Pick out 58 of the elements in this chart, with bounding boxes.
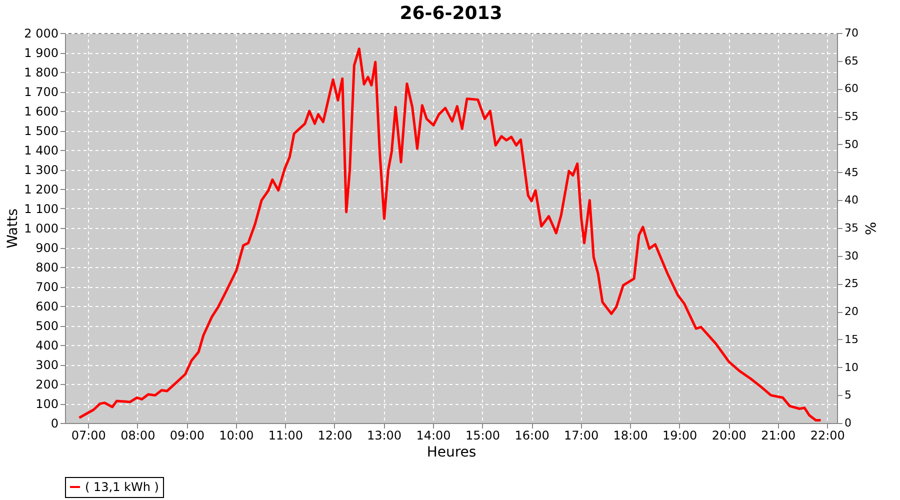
y-tick-label: 2 000 [24,26,58,40]
x-axis-title: Heures [426,444,476,460]
y-tick-label: 0 [50,416,58,430]
chart-title: 26-6-2013 [400,3,502,24]
y-tick-label: 100 [36,397,58,411]
y2-tick-label: 10 [844,360,858,374]
x-tick-label: 09:00 [170,428,204,442]
x-tick-label: 07:00 [71,428,106,442]
y-tick-label: 1 500 [24,124,58,138]
x-tick-label: 22:00 [810,428,845,442]
y-tick-label: 1 800 [24,66,58,80]
y2-tick-label: 20 [844,305,858,318]
y-tick-label: 600 [36,300,58,314]
y-tick-label: 1 000 [24,222,58,236]
x-tick-label: 20:00 [712,428,746,442]
y-tick-label: 500 [36,319,58,333]
y-tick-label: 700 [36,280,58,294]
x-tick-label: 18:00 [613,428,648,442]
x-tick-label: 16:00 [514,428,550,442]
y2-tick-label: 15 [844,332,858,346]
y-tick-label: 200 [36,378,58,392]
y2-tick-label: 65 [844,54,858,68]
y2-tick-label: 45 [844,166,858,179]
line-series [78,48,822,422]
y2-tick-label: 55 [844,110,858,124]
x-tick-label: 08:00 [120,428,156,442]
x-tick-label: 19:00 [662,428,698,442]
y-axis-title: Watts [5,208,22,248]
y-tick-label: 1 400 [24,144,58,158]
y2-tick-label: 35 [844,222,858,234]
y2-tick-label: 40 [844,194,858,207]
y-tick-label: 300 [36,358,58,372]
y-tick-label: 900 [36,241,58,255]
x-tick-label: 10:00 [219,428,254,442]
y-tick-label: 1 700 [24,85,58,99]
x-tick-label: 13:00 [366,428,402,442]
x-tick-label: 21:00 [761,428,796,442]
y-tick-label: 1 600 [24,104,58,118]
y2-tick-label: 50 [844,138,858,151]
y2-tick-label: 30 [844,249,858,262]
x-tick-label: 14:00 [416,428,451,442]
y-tick-label: 800 [36,260,58,274]
y2-tick-label: 0 [844,416,852,430]
y-tick-label: 1 300 [24,163,58,177]
y-tick-label: 1 900 [24,46,58,60]
y2-tick-label: 25 [844,277,858,290]
x-tick-label: 15:00 [465,428,500,442]
y2-tick-label: 5 [844,388,852,402]
legend-label: ( 13,1 kWh ) [85,480,159,494]
x-tick-label: 11:00 [268,428,304,442]
y-tick-label: 1 200 [24,182,58,196]
x-tick-label: 17:00 [564,428,599,442]
x-tick-label: 12:00 [318,428,352,442]
y-tick-label: 1 100 [24,202,58,216]
y2-tick-label: 70 [844,26,858,40]
y2-tick-label: 60 [844,82,858,96]
y2-axis-title: % [861,222,878,236]
y-tick-label: 400 [36,338,58,352]
